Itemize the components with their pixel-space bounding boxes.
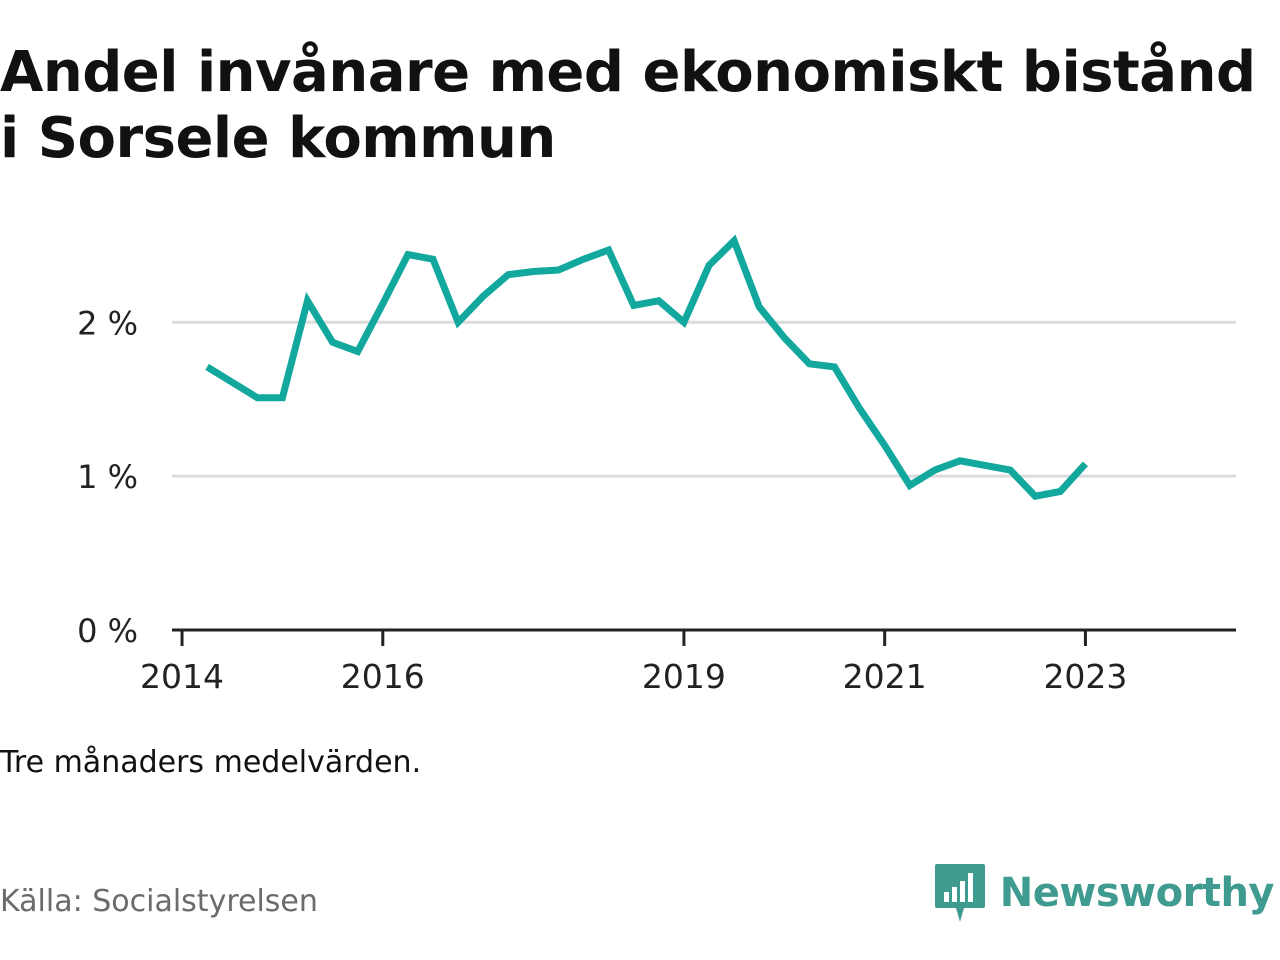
series-line: [205, 234, 1088, 500]
y-tick-label: 2 %: [77, 304, 138, 342]
x-tick-label: 2021: [843, 657, 927, 696]
chart-note: Tre månaders medelvärden.: [0, 745, 422, 780]
series-layer: [205, 234, 1088, 500]
chart-title: Andel invånare med ekonomiskt bistånd i …: [0, 40, 1256, 171]
y-axis-labels: 0 % 1 % 2 %: [77, 304, 138, 650]
newsworthy-logo-icon: [934, 864, 985, 922]
line-chart: 2014 2016 2019 2021 2023 0 % 1 % 2 %: [77, 234, 1236, 696]
brand-logo: Newsworthy: [934, 862, 1275, 924]
y-tick-label: 0 %: [77, 612, 138, 650]
y-tick-label: 1 %: [77, 458, 138, 496]
x-tick-label: 2023: [1043, 657, 1127, 696]
gridlines: [172, 320, 1236, 478]
x-tick-label: 2019: [642, 657, 726, 696]
source-label: Källa: Socialstyrelsen: [0, 884, 318, 919]
x-axis: 2014 2016 2019 2021 2023: [140, 628, 1236, 696]
brand-name: Newsworthy: [999, 870, 1275, 916]
x-tick-label: 2014: [140, 657, 224, 696]
x-tick-label: 2016: [341, 657, 425, 696]
